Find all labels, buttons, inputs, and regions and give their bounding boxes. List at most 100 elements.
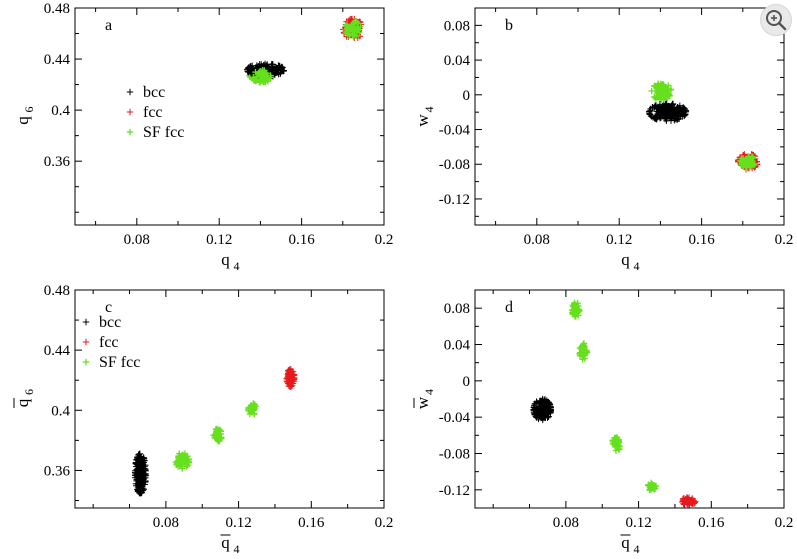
bcc-point (131, 472, 139, 479)
y-tick-label: -0.12 (439, 483, 470, 499)
sf_fcc-point (253, 73, 261, 80)
x-axis-label-subscript: 4 (634, 542, 640, 556)
bcc-point (536, 403, 543, 411)
sf_fcc-point (347, 25, 354, 32)
legend-label: fcc (99, 334, 119, 351)
x-tick-label: 0.2 (775, 232, 794, 248)
legend: bcc fcc SF fcc (82, 314, 140, 371)
bcc-point (135, 456, 143, 463)
bcc-point (652, 115, 660, 122)
sf_fcc-point (648, 87, 655, 95)
sf_fcc-point (250, 75, 257, 82)
y-axis-label: w (413, 396, 432, 409)
bcc-point (663, 115, 670, 123)
panel-d: 0.08 0.12 0.16 0.2 -0.12 -0.08 -0.04 0 0.04 0.08 q… (413, 289, 793, 556)
sf_fcc-point (260, 78, 268, 86)
bcc-point (126, 88, 134, 96)
fcc-point (290, 371, 298, 379)
x-tick-label: 0.08 (524, 232, 550, 248)
bcc-point (248, 67, 255, 74)
x-axis-label-subscript: 4 (634, 259, 640, 273)
y-tick-label: 0 (463, 88, 471, 104)
sf_fcc-point (739, 163, 747, 170)
y-tick-label: -0.04 (439, 410, 471, 426)
sf_fcc-point (740, 157, 747, 164)
bcc-point (659, 108, 666, 116)
sf_fcc-point (659, 81, 666, 88)
y-axis-label: q (13, 116, 32, 125)
panel-b: 0.08 0.12 0.16 0.2 -0.12 -0.08 -0.04 0 0.04 0.08 q… (413, 7, 794, 273)
bcc-point (137, 485, 144, 492)
bcc-point (531, 400, 539, 408)
y-tick-label: -0.08 (439, 447, 470, 463)
fcc-point (680, 500, 687, 508)
fcc-point (286, 380, 293, 387)
y-axis-label-subscript: 4 (422, 389, 436, 395)
sf_fcc-point (185, 458, 193, 465)
x-tick-label: 0.08 (153, 515, 179, 531)
y-axis-label-group: q6 (13, 107, 36, 125)
points-c (131, 366, 298, 497)
plot-frame (74, 7, 385, 226)
sf_fcc-point (745, 153, 752, 160)
sf_fcc-point (580, 352, 588, 359)
y-axis-label: q (13, 398, 32, 407)
bcc-point (271, 65, 278, 72)
sf_fcc-point (351, 18, 359, 25)
points-d (530, 299, 699, 509)
x-tick-label: 0.12 (225, 515, 251, 531)
sf_fcc-point (666, 92, 673, 99)
y-tick-label: 0.08 (444, 301, 470, 317)
bcc-point (269, 61, 277, 68)
sf_fcc-point (354, 27, 362, 34)
y-axis-label-group: w4 (413, 389, 436, 409)
panel-label: b (505, 17, 513, 34)
x-axis-label: q (621, 250, 630, 269)
bcc-point (656, 101, 664, 108)
bcc-point (140, 476, 147, 483)
legend-label: SF fcc (143, 124, 184, 141)
y-axis-label-subscript: 6 (22, 389, 36, 395)
zoom-button[interactable] (760, 4, 792, 36)
y-tick-label: 0.4 (51, 403, 70, 419)
bcc-point (668, 104, 676, 111)
y-tick-label: 0 (463, 374, 471, 390)
fcc-point (287, 383, 295, 390)
x-tick-label: 0.08 (124, 232, 150, 248)
bcc-point (652, 102, 659, 109)
sf_fcc-point (612, 438, 619, 446)
sf_fcc-point (261, 71, 269, 78)
sf_fcc-point (659, 87, 667, 94)
panel-c: 0.08 0.12 0.16 0.20.360.40.440.48q 4q6cbccfc… (13, 283, 393, 556)
y-tick-label: -0.12 (439, 192, 470, 208)
points-b (646, 80, 761, 173)
x-tick-label: 0.16 (698, 515, 725, 531)
y-axis-label-group: w4 (413, 107, 436, 127)
bcc-point (542, 405, 549, 413)
bcc-point (677, 105, 684, 112)
fcc-point (683, 497, 690, 505)
sf_fcc-point (656, 92, 663, 100)
x-tick-label: 0.2 (375, 232, 394, 248)
y-tick-label: 0.04 (444, 338, 471, 354)
y-tick-label: 0.48 (44, 283, 70, 299)
sf_fcc-point (653, 84, 660, 91)
bcc-point (662, 100, 669, 108)
bcc-point (278, 66, 285, 73)
sf_fcc-point (570, 303, 577, 310)
y-tick-label: -0.04 (439, 123, 471, 139)
bcc-point (653, 105, 660, 112)
x-tick-label: 0.12 (206, 232, 232, 248)
x-tick-label: 0.12 (606, 232, 632, 248)
y-tick-label: 0.36 (44, 154, 71, 170)
bcc-point (256, 60, 263, 68)
y-axis-label-subscript: 6 (22, 107, 36, 113)
sf_fcc-point (178, 454, 185, 462)
sf_fcc-point (569, 310, 576, 317)
sf_fcc-point (353, 32, 360, 40)
bcc-point (673, 106, 680, 113)
sf_fcc-point (267, 72, 274, 79)
legend-label: bcc (99, 314, 121, 331)
panel-label: a (105, 17, 112, 34)
bcc-point (669, 100, 676, 108)
